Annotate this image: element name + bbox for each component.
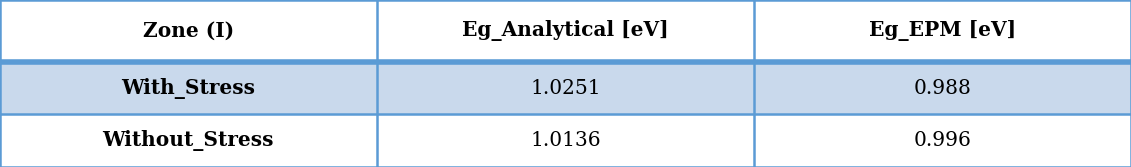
Text: Eg_EPM [eV]: Eg_EPM [eV] xyxy=(869,20,1017,41)
Text: Zone (I): Zone (I) xyxy=(143,21,234,41)
Bar xyxy=(0,62,377,114)
Text: 0.996: 0.996 xyxy=(914,131,972,150)
Bar xyxy=(377,114,754,167)
Text: 0.988: 0.988 xyxy=(914,79,972,98)
Text: 1.0136: 1.0136 xyxy=(530,131,601,150)
Bar xyxy=(754,62,1131,114)
Bar xyxy=(0,0,377,62)
Bar xyxy=(0,114,377,167)
Bar xyxy=(377,62,754,114)
Bar xyxy=(377,0,754,62)
Text: 1.0251: 1.0251 xyxy=(530,79,601,98)
Text: Eg_Analytical [eV]: Eg_Analytical [eV] xyxy=(463,20,668,41)
Text: Without_Stress: Without_Stress xyxy=(103,130,274,151)
Bar xyxy=(754,114,1131,167)
Text: With_Stress: With_Stress xyxy=(121,78,256,99)
Bar xyxy=(754,0,1131,62)
